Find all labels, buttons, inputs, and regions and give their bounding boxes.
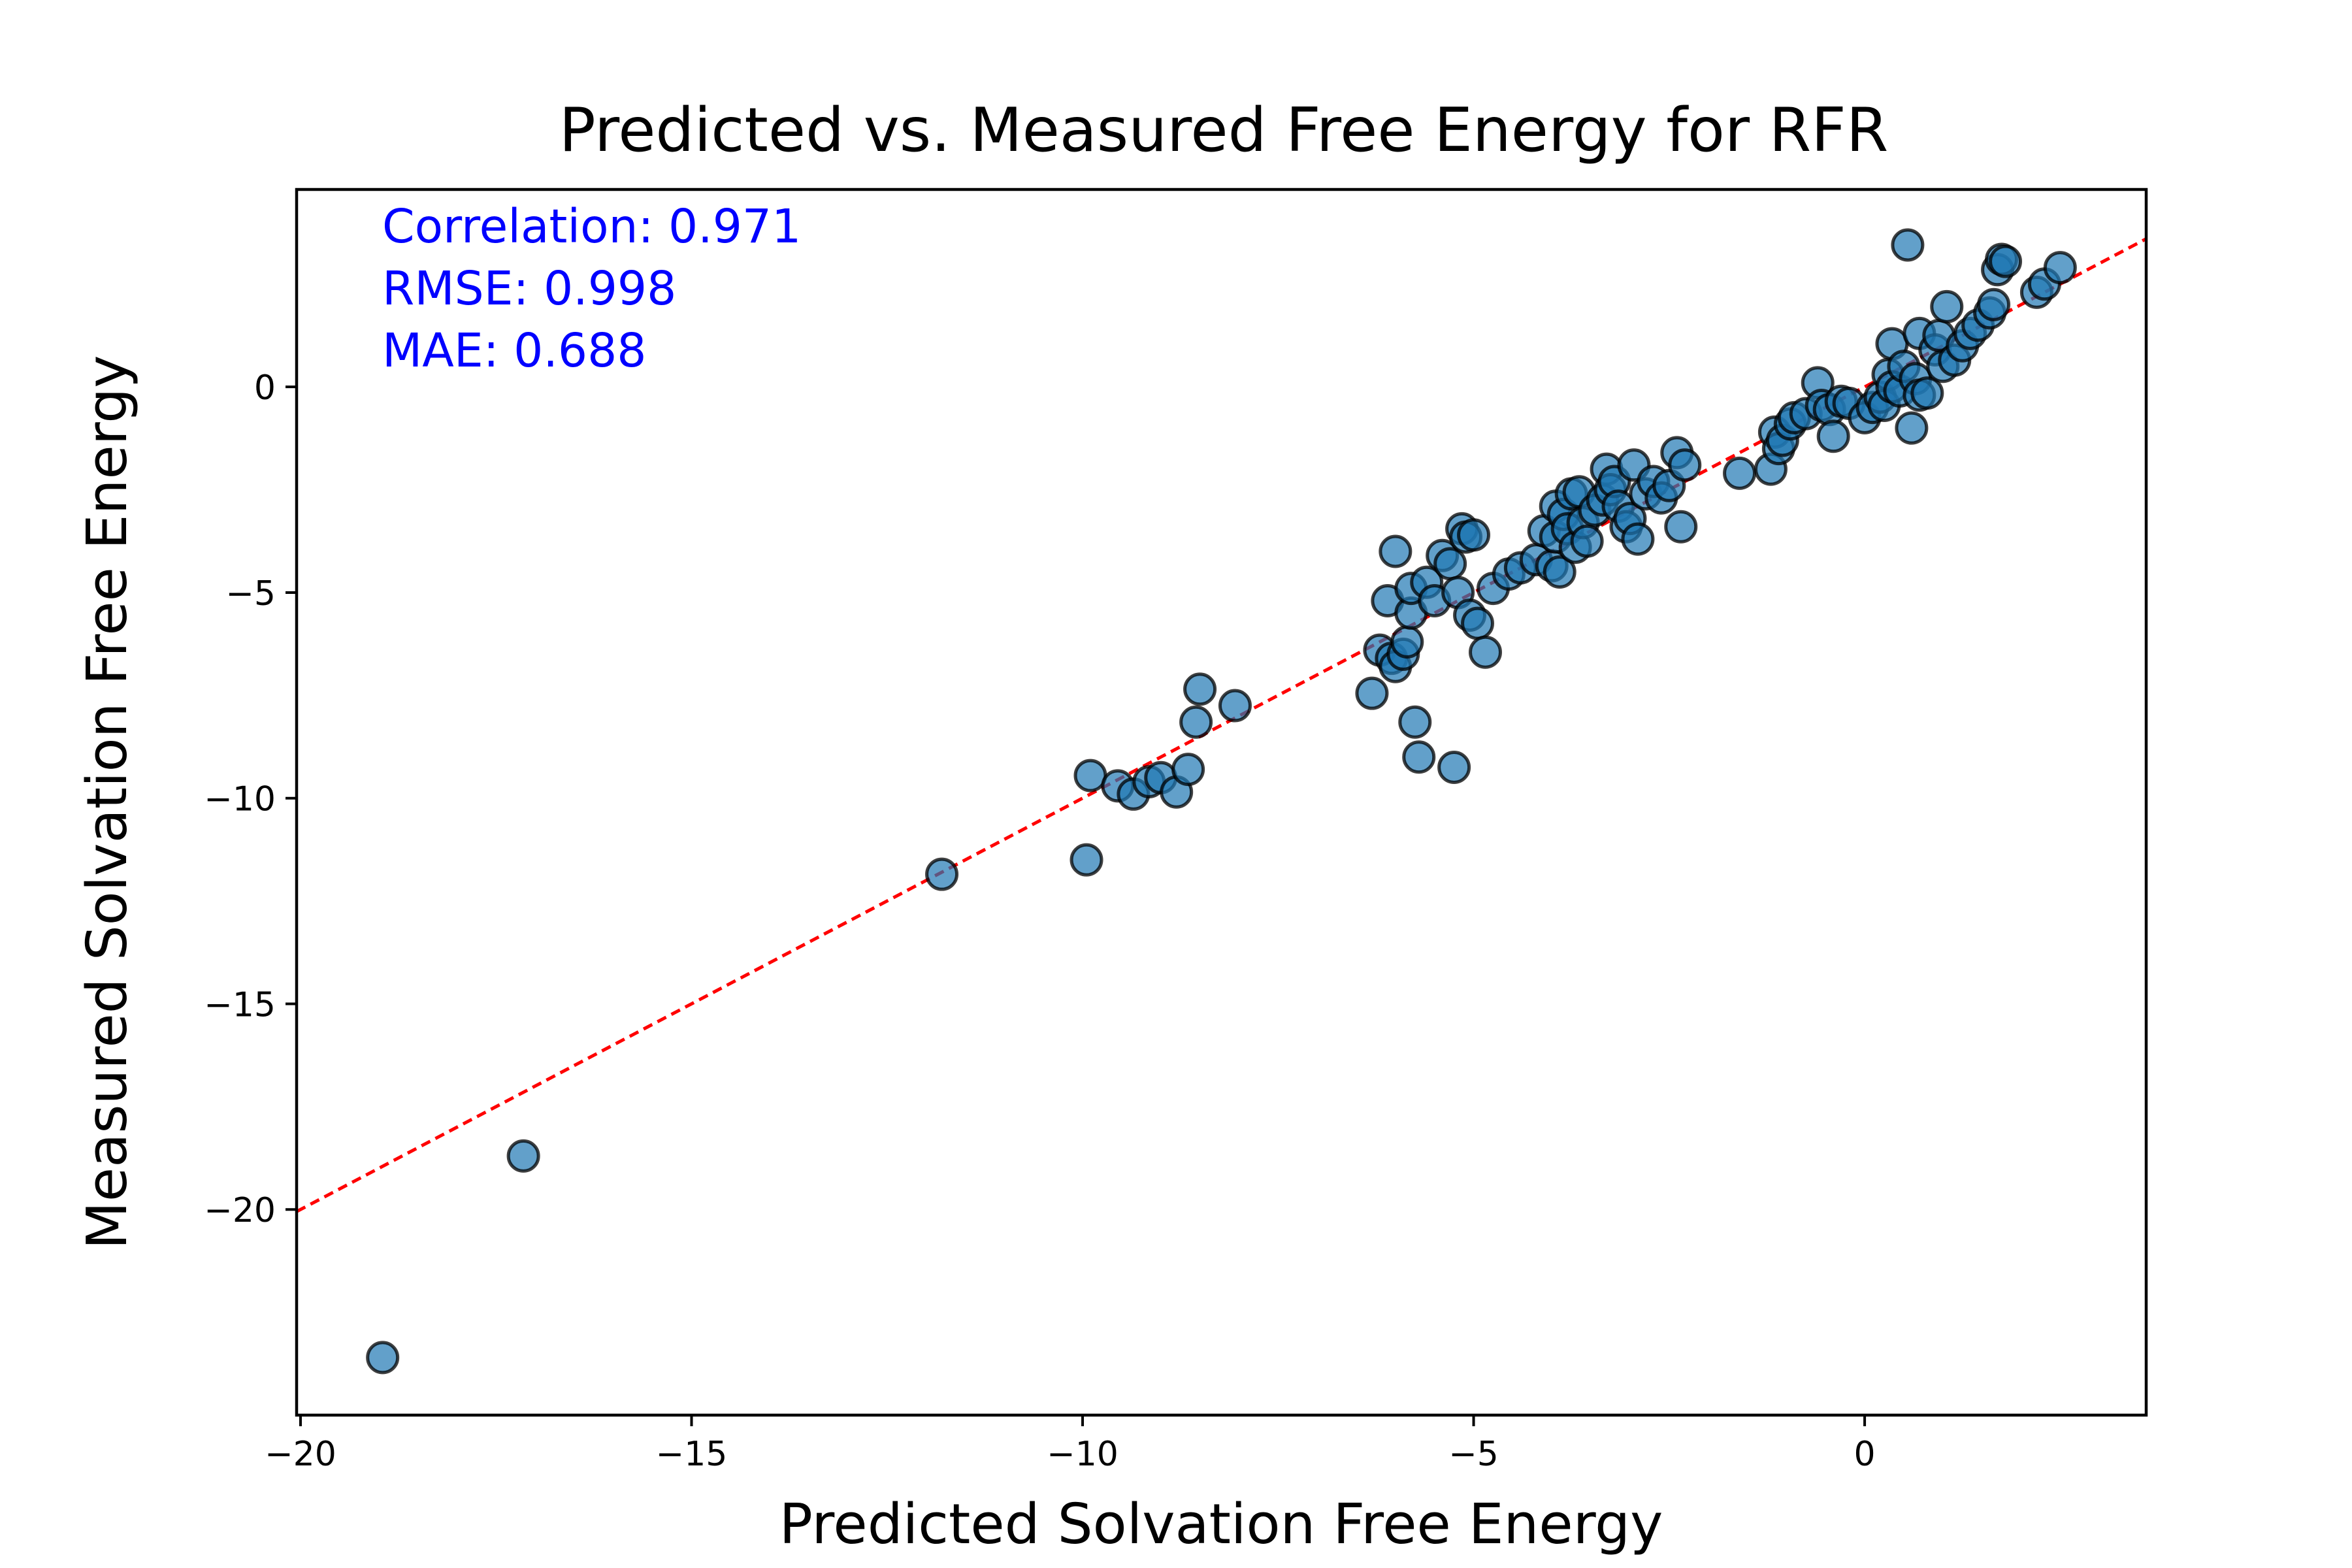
data-point (1179, 705, 1213, 739)
data-point (1930, 289, 1964, 323)
y-tick-label: 0 (254, 368, 276, 408)
data-point (1816, 419, 1850, 453)
data-point (1895, 411, 1929, 445)
data-point (1073, 759, 1107, 792)
data-point (1379, 534, 1413, 568)
data-point (1457, 518, 1491, 552)
data-point (1390, 625, 1424, 659)
data-point (1910, 376, 1944, 410)
stat-annotation: RMSE: 0.998 (382, 261, 676, 316)
data-point (366, 1341, 400, 1375)
plot-area-frame (295, 188, 2148, 1417)
y-tick-label: −10 (204, 780, 276, 819)
y-tick-label: −15 (204, 985, 276, 1024)
reference-line (295, 237, 2148, 1213)
data-point (1570, 524, 1604, 558)
axis-ticks: −20 −15 −10 −5 0 0 −5 −10 −15 −20 (204, 368, 1875, 1474)
x-axis-label: Predicted Solvation Free Energy (779, 1492, 1663, 1557)
data-point (1977, 287, 2011, 321)
data-point (1433, 547, 1467, 581)
data-point (1723, 456, 1757, 490)
data-point (1355, 676, 1389, 710)
data-point (1437, 750, 1471, 784)
data-point (1989, 244, 2023, 278)
data-point (925, 857, 959, 891)
data-point (2043, 251, 2077, 285)
x-tick-label: −5 (1448, 1435, 1499, 1474)
data-point (1621, 522, 1655, 556)
data-point (1543, 555, 1576, 589)
stat-annotation: Correlation: 0.971 (382, 199, 801, 253)
stat-annotation: MAE: 0.688 (382, 323, 646, 378)
y-axis-label: Measured Solvation Free Energy (75, 355, 140, 1249)
data-point (1398, 705, 1432, 739)
data-point (1402, 740, 1436, 774)
data-point (1183, 672, 1217, 706)
data-point (1469, 635, 1503, 669)
x-tick-label: −15 (656, 1435, 728, 1474)
x-tick-label: 0 (1854, 1435, 1876, 1474)
data-point (506, 1139, 540, 1173)
data-point (1070, 843, 1103, 877)
data-point (1668, 448, 1702, 482)
data-point (1171, 753, 1205, 787)
chart-title: Predicted vs. Measured Free Energy for R… (559, 95, 1889, 165)
data-point (1218, 689, 1252, 723)
data-point (1461, 606, 1495, 640)
x-tick-label: −20 (265, 1435, 336, 1474)
y-tick-label: −20 (204, 1191, 276, 1230)
y-tick-label: −5 (225, 574, 276, 613)
data-point (1891, 228, 1925, 262)
x-tick-label: −10 (1047, 1435, 1119, 1474)
stats-annotations: Correlation: 0.971 RMSE: 0.998 MAE: 0.688 (382, 199, 801, 378)
data-layer (295, 228, 2148, 1375)
data-point (1664, 510, 1698, 544)
